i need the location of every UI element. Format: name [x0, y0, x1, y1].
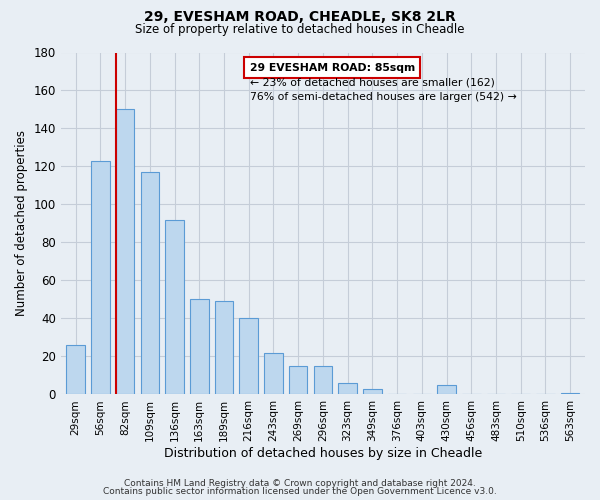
Bar	[91, 161, 110, 394]
X-axis label: Distribution of detached houses by size in Cheadle: Distribution of detached houses by size …	[164, 447, 482, 460]
Bar	[67, 345, 85, 395]
Text: Size of property relative to detached houses in Cheadle: Size of property relative to detached ho…	[135, 22, 465, 36]
Bar	[561, 392, 580, 394]
Bar	[314, 366, 332, 394]
Bar	[289, 366, 307, 394]
Bar	[190, 300, 209, 394]
Bar	[437, 385, 456, 394]
Bar	[140, 172, 159, 394]
Bar	[215, 302, 233, 394]
Text: 29, EVESHAM ROAD, CHEADLE, SK8 2LR: 29, EVESHAM ROAD, CHEADLE, SK8 2LR	[144, 10, 456, 24]
Text: ← 23% of detached houses are smaller (162)
76% of semi-detached houses are large: ← 23% of detached houses are smaller (16…	[250, 63, 516, 102]
Bar	[165, 220, 184, 394]
Bar	[239, 318, 258, 394]
Text: Contains public sector information licensed under the Open Government Licence v3: Contains public sector information licen…	[103, 487, 497, 496]
Text: Contains HM Land Registry data © Crown copyright and database right 2024.: Contains HM Land Registry data © Crown c…	[124, 478, 476, 488]
Bar	[363, 389, 382, 394]
Bar	[264, 352, 283, 395]
Bar	[338, 383, 357, 394]
Y-axis label: Number of detached properties: Number of detached properties	[15, 130, 28, 316]
Bar	[116, 110, 134, 395]
Text: 29 EVESHAM ROAD: 85sqm: 29 EVESHAM ROAD: 85sqm	[250, 63, 415, 73]
